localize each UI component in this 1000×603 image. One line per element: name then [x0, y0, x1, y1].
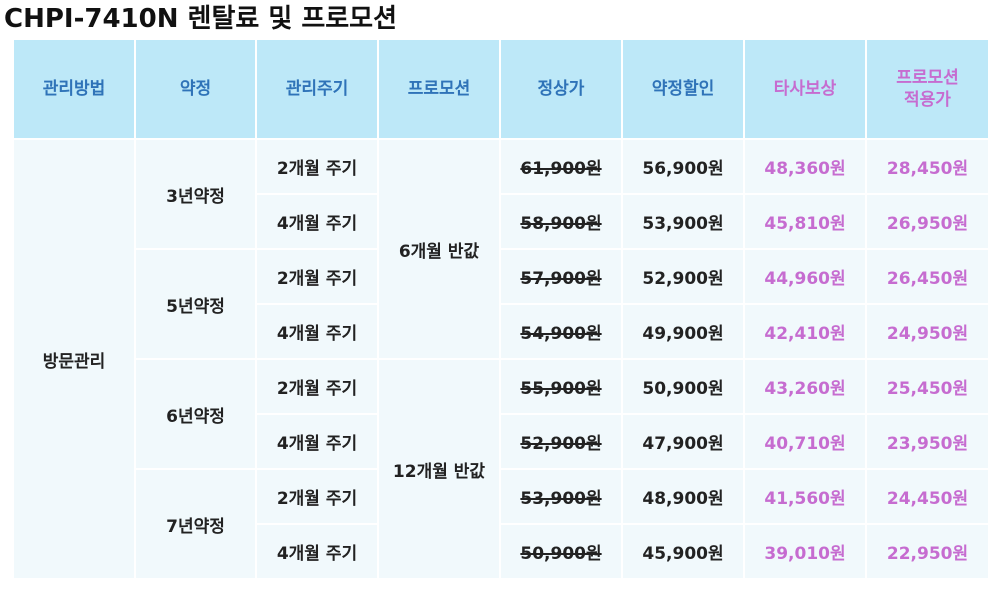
- table-row: 4개월 주기 54,900원 49,900원 42,410원 24,950원: [13, 303, 990, 360]
- cycle-cell: 2개월 주기: [255, 248, 379, 305]
- promo-price-cell: 26,450원: [865, 248, 990, 305]
- contract-discount-cell: 56,900원: [621, 138, 745, 195]
- regular-price-cell: 58,900원: [499, 193, 623, 250]
- cycle-cell: 4개월 주기: [255, 303, 379, 360]
- strikethrough-price: 52,900원: [520, 434, 602, 454]
- cycle-cell: 4개월 주기: [255, 523, 379, 580]
- contract-cell: 3년약정: [134, 138, 257, 250]
- header-promotion: 프로모션: [377, 38, 501, 140]
- promo-price-cell: 24,950원: [865, 303, 990, 360]
- regular-price-cell: 53,900원: [499, 468, 623, 525]
- regular-price-cell: 52,900원: [499, 413, 623, 470]
- table-row: 7년약정 2개월 주기 53,900원 48,900원 41,560원 24,450원: [13, 468, 990, 580]
- method-cell: 방문관리: [12, 138, 136, 580]
- cycle-cell: 4개월 주기: [255, 413, 379, 470]
- regular-price-cell: 61,900원: [499, 138, 623, 195]
- contract-discount-cell: 53,900원: [621, 193, 745, 250]
- contract-discount-cell: 45,900원: [621, 523, 745, 580]
- cycle-cell: 2개월 주기: [255, 468, 379, 525]
- promotion-cell: 6개월 반값: [377, 138, 501, 360]
- contract-discount-cell: 48,900원: [621, 468, 745, 525]
- competitor-comp-cell: 39,010원: [743, 523, 867, 580]
- strikethrough-price: 58,900원: [520, 214, 602, 234]
- table-row: 4개월 주기 50,900원 45,900원 39,010원 22,950원: [13, 523, 990, 580]
- header-contract: 약정: [134, 38, 257, 140]
- contract-cell: 6년약정: [134, 358, 257, 470]
- regular-price-cell: 54,900원: [499, 303, 623, 360]
- strikethrough-price: 57,900원: [520, 269, 602, 289]
- strikethrough-price: 50,900원: [520, 544, 602, 564]
- contract-cell: 5년약정: [134, 248, 257, 360]
- promo-price-cell: 28,450원: [865, 138, 990, 195]
- strikethrough-price: 53,900원: [520, 489, 602, 509]
- table-header-row: 관리방법 약정 관리주기 프로모션 정상가 약정할인 타사보상 프로모션 적용가: [12, 38, 990, 140]
- promo-price-cell: 24,450원: [865, 468, 990, 525]
- competitor-comp-cell: 43,260원: [743, 358, 867, 415]
- table-row: 4개월 주기 58,900원 53,900원 45,810원 26,950원: [13, 193, 990, 250]
- competitor-comp-cell: 42,410원: [743, 303, 867, 360]
- header-regular-price: 정상가: [499, 38, 623, 140]
- competitor-comp-cell: 44,960원: [743, 248, 867, 305]
- header-method: 관리방법: [12, 38, 136, 140]
- promo-price-cell: 25,450원: [865, 358, 990, 415]
- rental-price-table: 관리방법 약정 관리주기 프로모션 정상가 약정할인 타사보상 프로모션 적용가…: [12, 38, 990, 580]
- promo-price-cell: 22,950원: [865, 523, 990, 580]
- contract-discount-cell: 52,900원: [621, 248, 745, 305]
- contract-discount-cell: 49,900원: [621, 303, 745, 360]
- promo-price-cell: 23,950원: [865, 413, 990, 470]
- strikethrough-price: 54,900원: [520, 324, 602, 344]
- header-competitor-comp: 타사보상: [743, 38, 867, 140]
- promo-price-cell: 26,950원: [865, 193, 990, 250]
- header-contract-discount: 약정할인: [621, 38, 745, 140]
- table-row: 5년약정 2개월 주기 57,900원 52,900원 44,960원 26,450원: [13, 248, 990, 360]
- competitor-comp-cell: 48,360원: [743, 138, 867, 195]
- strikethrough-price: 61,900원: [520, 159, 602, 179]
- table-row: 6년약정 2개월 주기 12개월 반값 55,900원 50,900원 43,260원 25…: [13, 358, 990, 580]
- table-row: 방문관리 3년약정 2개월 주기 6개월 반값 61,900원 56,900원 48,360…: [12, 138, 990, 580]
- strikethrough-price: 55,900원: [520, 379, 602, 399]
- header-promo-price: 프로모션 적용가: [865, 38, 990, 140]
- contract-cell: 7년약정: [134, 468, 257, 580]
- regular-price-cell: 50,900원: [499, 523, 623, 580]
- cycle-cell: 4개월 주기: [255, 193, 379, 250]
- contract-discount-cell: 47,900원: [621, 413, 745, 470]
- competitor-comp-cell: 40,710원: [743, 413, 867, 470]
- contract-discount-cell: 50,900원: [621, 358, 745, 415]
- header-cycle: 관리주기: [255, 38, 379, 140]
- competitor-comp-cell: 41,560원: [743, 468, 867, 525]
- cycle-cell: 2개월 주기: [255, 138, 379, 195]
- cycle-cell: 2개월 주기: [255, 358, 379, 415]
- page-title: CHPI-7410N 렌탈료 및 프로모션: [4, 4, 397, 34]
- competitor-comp-cell: 45,810원: [743, 193, 867, 250]
- regular-price-cell: 55,900원: [499, 358, 623, 415]
- regular-price-cell: 57,900원: [499, 248, 623, 305]
- table-row: 4개월 주기 52,900원 47,900원 40,710원 23,950원: [13, 413, 990, 470]
- promotion-cell: 12개월 반값: [377, 358, 501, 580]
